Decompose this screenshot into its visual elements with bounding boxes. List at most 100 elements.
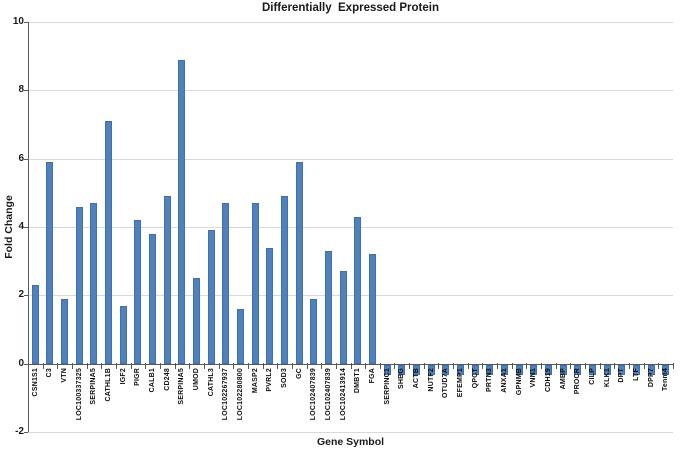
y-tick	[24, 227, 28, 228]
x-tick-label-IGF2: IGF2	[116, 368, 131, 430]
chart-title: Differentially Expressed Protein	[261, 2, 440, 14]
gridline	[28, 432, 673, 433]
x-tick	[291, 362, 293, 369]
x-tick	[130, 362, 132, 369]
x-axis-title: Gene Symbol	[316, 436, 385, 448]
bar-PVRL2	[266, 247, 274, 364]
gridline	[28, 227, 673, 228]
bar-CSN1S1	[31, 285, 39, 364]
x-tick	[365, 362, 367, 369]
x-tick-label-CATHL1B: CATHL1B	[101, 368, 116, 430]
bar-KLK1	[603, 364, 611, 375]
x-tick-label-text: QPCT	[471, 367, 479, 388]
x-tick-label-SHBG: SHBG	[394, 368, 409, 430]
x-tick-label-CILP: CILP	[585, 368, 600, 430]
x-tick-label-LOC102413914: LOC102413914	[336, 368, 351, 430]
x-tick-label-text: SERPINC1	[383, 367, 391, 405]
x-tick-label-text: CDH19	[544, 367, 552, 392]
x-tick-label-text: CD248	[163, 367, 171, 391]
x-tick-label-PIGR: PIGR	[131, 368, 146, 430]
x-tick-label-text: PRTN3	[486, 367, 494, 392]
bar-ACTB	[412, 364, 420, 375]
x-tick-label-LOC100337325: LOC100337325	[72, 368, 87, 430]
x-tick	[643, 362, 645, 369]
bar-VNN1	[530, 364, 538, 375]
bar-CD248	[163, 196, 171, 364]
y-tick-label: 2	[18, 289, 24, 301]
x-tick	[599, 362, 601, 369]
x-tick-label-text: AMBP	[559, 367, 567, 390]
x-tick-label-text: LOC100337325	[75, 367, 83, 420]
x-tick	[115, 362, 117, 369]
bar-DMBT1	[354, 216, 362, 364]
x-tick-label-text: KLK1	[603, 367, 611, 387]
x-tick	[42, 362, 44, 369]
x-tick-label-text: NUTF2	[427, 367, 435, 392]
bar-OTUD7A	[442, 364, 450, 375]
x-tick	[159, 362, 161, 369]
y-tick-label: -2	[15, 426, 24, 437]
x-tick-label-text: PVRL2	[266, 367, 274, 392]
x-tick-label-text: LTF	[632, 367, 640, 381]
bar-SERPINC1	[383, 364, 391, 375]
x-tick-label-CSN1S1: CSN1S1	[28, 368, 43, 430]
bar-DPP7	[647, 364, 655, 375]
bar-LOC102407839	[310, 298, 318, 364]
bar-CDH19	[544, 364, 552, 375]
x-tick	[555, 362, 557, 369]
x-tick	[145, 362, 147, 369]
x-tick	[423, 362, 425, 369]
y-tick-label: 6	[18, 152, 24, 164]
x-tick	[218, 362, 220, 369]
bar-SOD3	[281, 196, 289, 364]
y-tick	[24, 295, 28, 297]
x-tick	[189, 362, 191, 369]
x-tick-label-text: DPT	[618, 367, 626, 383]
x-tick-label-text: DPP7	[647, 367, 655, 387]
y-tick-label: 0	[18, 357, 24, 369]
x-tick	[511, 362, 513, 369]
bar-QPCT	[471, 364, 479, 375]
x-tick-label-text: IGF2	[119, 367, 127, 385]
y-tick	[24, 22, 28, 23]
bar-IGF2	[119, 305, 127, 364]
x-tick-label-text: SOD3	[281, 367, 289, 388]
x-tick-label-SERPINA5: SERPINA5	[87, 368, 102, 430]
bar-GPNMB	[515, 364, 523, 375]
x-tick	[438, 362, 440, 369]
x-tick	[306, 362, 308, 369]
x-tick-label-text: EFEMP1	[456, 367, 464, 397]
y-tick	[24, 432, 28, 433]
x-tick-label-text: CALB1	[149, 367, 157, 392]
bar-LTF	[632, 364, 640, 375]
x-tick	[28, 362, 29, 369]
x-tick-label-GPNMB: GPNMB	[512, 368, 527, 430]
x-tick	[321, 362, 323, 369]
x-tick	[614, 362, 616, 369]
x-tick-label-text: MASP2	[251, 367, 259, 393]
x-tick-label-DMBT1: DMBT1	[351, 368, 366, 430]
x-tick	[497, 362, 499, 369]
x-tick-label-text: OTUD7A	[442, 367, 450, 398]
x-tick-label-text: LOC102267937	[222, 367, 230, 420]
x-tick-label-GC: GC	[292, 368, 307, 430]
x-tick-label-FGA: FGA	[365, 368, 380, 430]
x-tick	[526, 362, 528, 369]
bar-PRTN3	[486, 364, 494, 375]
gridline	[28, 22, 673, 23]
bar-GC	[295, 162, 303, 364]
bar-NUTF2	[427, 364, 435, 375]
y-tick-label: 4	[18, 221, 24, 232]
x-tick	[658, 362, 660, 369]
bar-AMBP	[559, 364, 567, 375]
x-tick-label-text: LOC102280800	[237, 367, 245, 420]
x-tick-label-text: GPNMB	[515, 367, 523, 395]
x-tick-label-EFEMP1: EFEMP1	[453, 368, 468, 430]
x-tick	[174, 362, 176, 369]
x-tick-label-LOC102280800: LOC102280800	[233, 368, 248, 430]
x-tick-label-SERPINA5: SERPINA5	[175, 368, 190, 430]
x-tick	[71, 362, 73, 369]
x-tick	[673, 362, 674, 369]
x-tick-label-text: PROCR	[574, 367, 582, 394]
x-tick-label-DPP7: DPP7	[644, 368, 659, 430]
